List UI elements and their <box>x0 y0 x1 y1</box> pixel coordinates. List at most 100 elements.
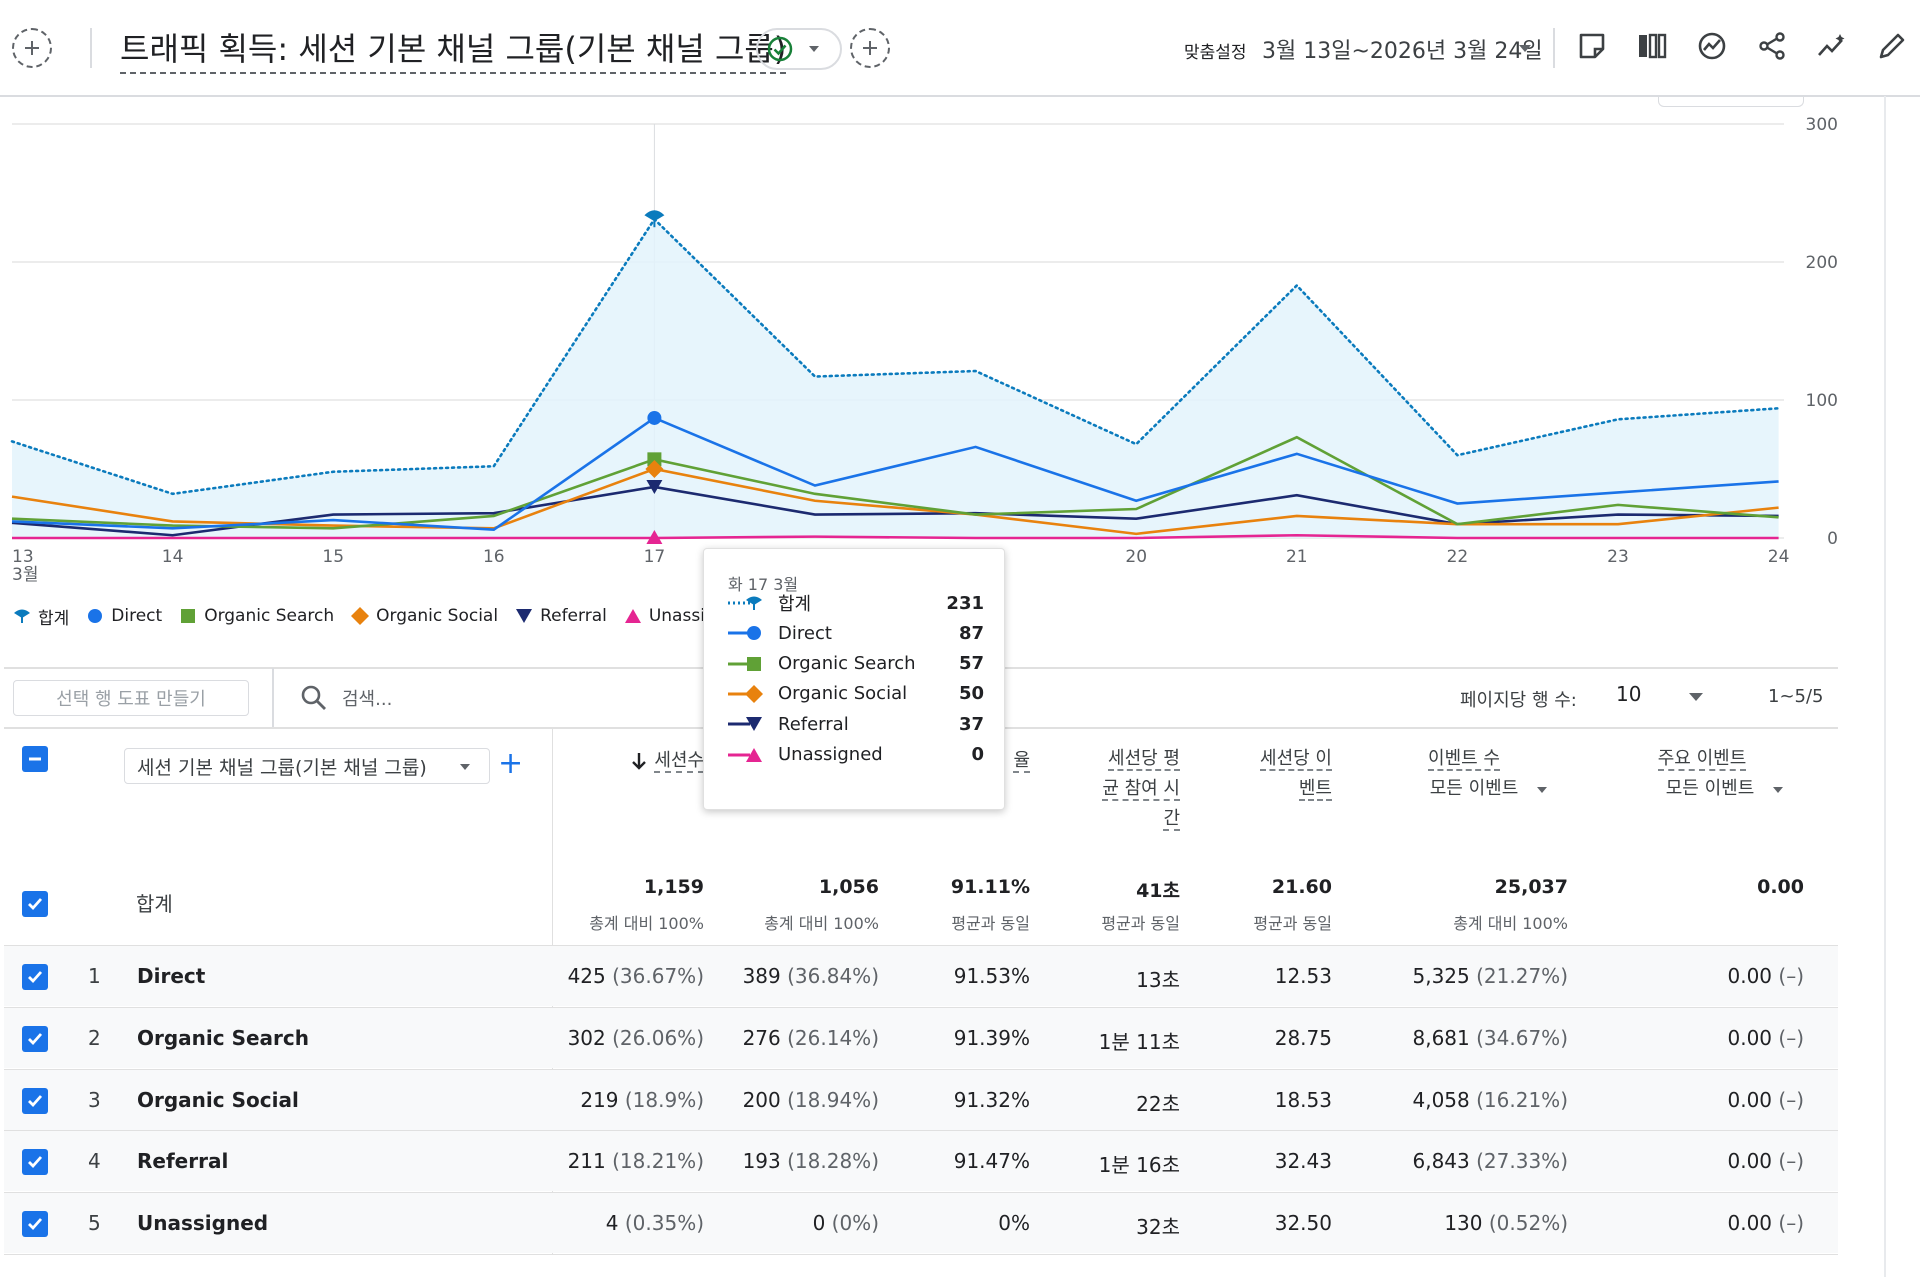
header-sessions[interactable]: 세션수 <box>600 746 704 776</box>
header-key-events[interactable]: 주요 이벤트 모든 이벤트 <box>1620 744 1784 804</box>
caret-down-icon <box>1773 787 1783 793</box>
row-divider <box>4 1068 1838 1070</box>
percent: (36.67%) <box>612 964 704 988</box>
event-filter-dropdown[interactable]: 모든 이벤트 <box>1380 774 1548 804</box>
table-row[interactable] <box>4 1131 1838 1192</box>
value: 389 <box>742 964 781 988</box>
chart-control-tab[interactable] <box>1658 96 1804 107</box>
tooltip-value: 57 <box>958 653 984 675</box>
add-dimension-button[interactable]: + <box>498 746 524 781</box>
value: 302 <box>567 1025 606 1050</box>
total-value: 0.00 <box>1757 876 1804 898</box>
cell-engagement-rate: 0% <box>998 1211 1030 1236</box>
value: 219 <box>580 1087 619 1112</box>
cell-engaged-sessions: 0 (0%) <box>659 1211 879 1235</box>
percent: (0.35%) <box>624 1211 704 1236</box>
insights-note-button[interactable] <box>1574 28 1610 64</box>
trend-insights-button[interactable] <box>1814 28 1850 64</box>
row-checkbox[interactable] <box>22 964 48 990</box>
toolbar-divider <box>1553 28 1555 68</box>
percent: (–) <box>1778 964 1804 988</box>
row-number: 1 <box>88 964 101 988</box>
series-line-unassigned <box>12 533 1779 540</box>
row-checkbox[interactable] <box>22 1087 48 1114</box>
report-status-dropdown[interactable] <box>756 28 842 70</box>
table-row[interactable] <box>4 946 1838 1006</box>
row-channel-name: Direct <box>137 964 206 988</box>
legend-marker-icon <box>181 609 196 623</box>
chart-legend: 합계 Direct Organic Search Organic Social Refe… <box>12 604 764 629</box>
header-event-count[interactable]: 이벤트 수 모든 이벤트 <box>1380 744 1548 804</box>
x-tick-label: 20 <box>1125 547 1147 567</box>
x-tick-label: 24 <box>1768 547 1790 567</box>
legend-item-referral[interactable]: Referral <box>514 606 607 626</box>
table-row[interactable] <box>4 1069 1838 1130</box>
table-row[interactable] <box>4 1007 1838 1068</box>
series-marker-direct <box>647 410 662 425</box>
table-row[interactable] <box>4 1193 1838 1254</box>
tooltip-value: 0 <box>971 744 984 765</box>
series-marker-organic-social <box>645 460 664 478</box>
header-events-per-session[interactable]: 세션당 이 벤트 <box>1210 744 1332 804</box>
cell-events-per-session: 18.53 <box>1274 1087 1332 1112</box>
legend-item-direct[interactable]: Direct <box>85 606 162 626</box>
date-caret-down-icon[interactable] <box>1518 44 1532 53</box>
legend-item-organic-social[interactable]: Organic Social <box>350 606 498 626</box>
checkmark-icon <box>28 1032 43 1045</box>
insights-chart-icon <box>1698 32 1726 60</box>
total-subtext: 총계 대비 100% <box>1453 914 1568 933</box>
add-comparison-button[interactable] <box>12 28 52 68</box>
y-tick-label: 100 <box>1806 391 1838 411</box>
cell-engagement-rate: 91.32% <box>953 1087 1030 1112</box>
row-number: 3 <box>88 1087 101 1112</box>
row-checkbox[interactable] <box>22 1211 48 1238</box>
search-input[interactable]: 검색... <box>342 689 393 710</box>
add-filter-button[interactable] <box>850 28 890 68</box>
row-number: 2 <box>88 1025 101 1050</box>
value: 0.00 <box>1727 1149 1773 1174</box>
share-button[interactable] <box>1754 28 1790 64</box>
cell-avg-engagement-time: 1분 16초 <box>1098 1153 1180 1178</box>
sparkle-trend-icon <box>1818 34 1845 56</box>
cell-event-count: 8,681 (34.67%) <box>1348 1026 1569 1050</box>
value: 0 <box>812 1211 826 1236</box>
date-range-picker[interactable]: 3월 13일~2026년 3월 24일 <box>1262 39 1543 64</box>
cell-avg-engagement-time: 32초 <box>1136 1215 1180 1240</box>
cell-engaged-sessions: 276 (26.14%) <box>659 1026 879 1050</box>
select-all-checkbox[interactable] <box>22 746 48 772</box>
row-checkbox[interactable] <box>22 1149 48 1176</box>
header-engagement-rate[interactable]: 율 <box>1004 746 1030 776</box>
cell-events-per-session: 12.53 <box>1274 964 1332 988</box>
caret-down-icon <box>460 764 470 770</box>
total-area <box>12 219 1779 538</box>
checkmark-icon <box>28 1218 43 1231</box>
series-line-organic-search <box>11 435 1779 530</box>
x-tick-label: 22 <box>1447 547 1469 567</box>
caret-down-icon <box>809 46 819 52</box>
toolbar-divider <box>272 668 274 728</box>
compare-columns-button[interactable] <box>1634 28 1670 64</box>
table-search[interactable]: 검색... <box>300 680 392 716</box>
caret-down-icon <box>1537 787 1547 793</box>
plot-rows-button[interactable]: 선택 행 도표 만들기 <box>13 680 249 716</box>
cell-events-per-session: 28.75 <box>1274 1025 1332 1050</box>
legend-item-합계[interactable]: 합계 <box>12 604 69 629</box>
cell-engagement-rate: 91.39% <box>953 1025 1030 1050</box>
cell-sessions: 425 (36.67%) <box>484 964 704 988</box>
share-icon <box>1759 32 1785 60</box>
rows-per-page-select[interactable]: 10 <box>1616 682 1642 706</box>
dimension-select[interactable]: 세션 기본 채널 그룹(기본 채널 그룹) <box>124 748 490 784</box>
cell-engaged-sessions: 193 (18.28%) <box>659 1149 879 1173</box>
header-avg-engagement-time[interactable]: 세션당 평 균 참여 시 간 <box>1060 744 1180 834</box>
edit-report-button[interactable] <box>1874 28 1910 64</box>
percent: (27.33%) <box>1476 1149 1568 1174</box>
totals-label: 합계 <box>136 892 173 916</box>
totals-checkbox[interactable] <box>22 891 48 917</box>
cell-key-events: 0.00 (–) <box>1584 1149 1805 1174</box>
legend-item-organic-search[interactable]: Organic Search <box>178 606 334 626</box>
row-checkbox[interactable] <box>22 1025 48 1052</box>
header-rate-label: 율 <box>1013 750 1030 773</box>
rows-caret-down-icon[interactable] <box>1688 692 1704 702</box>
insights-button[interactable] <box>1694 28 1730 64</box>
key-event-filter-dropdown[interactable]: 모든 이벤트 <box>1620 774 1784 804</box>
